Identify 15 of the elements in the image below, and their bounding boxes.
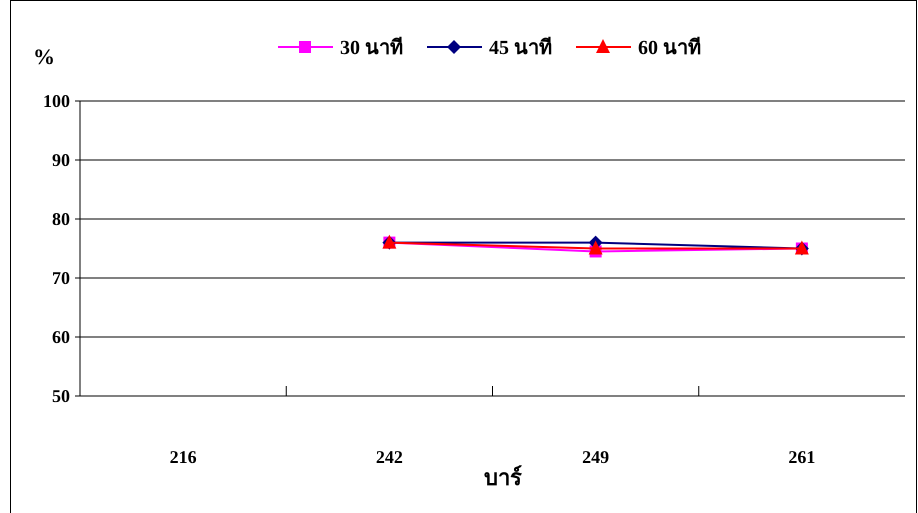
- y-tick-label: 50: [52, 386, 70, 406]
- y-tick-label: 60: [52, 327, 70, 347]
- x-tick-label: 261: [788, 447, 816, 467]
- legend-label: 60 นาที: [638, 36, 701, 59]
- x-axis-title: บาร์: [484, 465, 522, 490]
- legend-label: 45 นาที: [489, 36, 552, 59]
- y-tick-label: 90: [52, 150, 70, 170]
- x-tick-label: 249: [582, 447, 610, 467]
- y-axis-title: %: [33, 44, 55, 69]
- x-tick-label: 242: [376, 447, 403, 467]
- y-tick-label: 100: [43, 91, 70, 111]
- x-tick-label: 216: [170, 447, 197, 467]
- y-tick-label: 80: [52, 209, 70, 229]
- legend-label: 30 นาที: [340, 36, 403, 59]
- y-tick-label: 70: [52, 268, 70, 288]
